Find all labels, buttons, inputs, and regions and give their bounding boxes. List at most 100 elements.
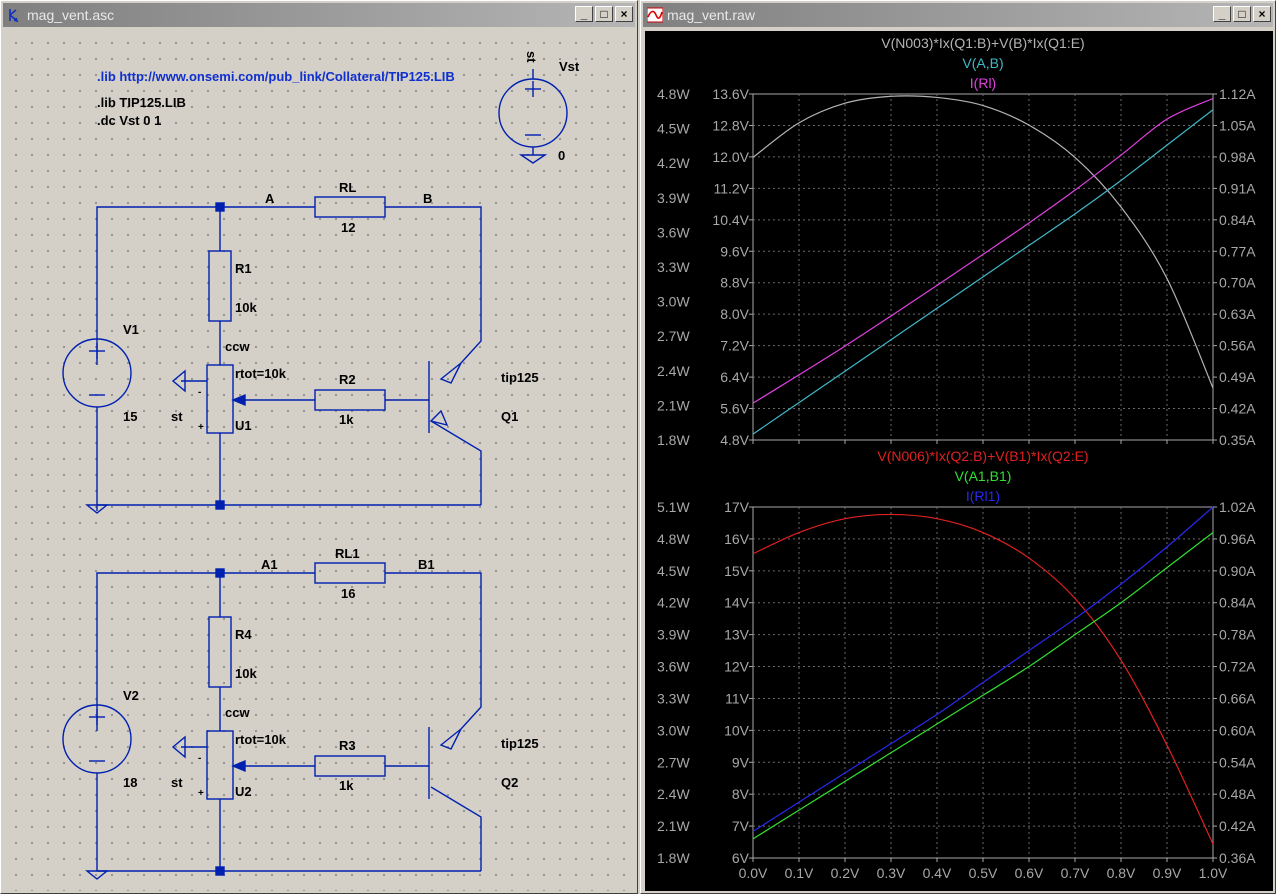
waveform-title: mag_vent.raw: [667, 7, 755, 23]
q1-name: Q1: [501, 409, 518, 424]
r2-name: R2: [339, 372, 356, 387]
y-tick-label-v: 12.0V: [712, 149, 749, 165]
plot-pane-1[interactable]: V(N003)*Ix(Q1:B)+V(B)*Ix(Q1:E) V(A,B) I(Rl…: [657, 35, 1256, 448]
y-tick-label-w: 3.0W: [657, 722, 690, 738]
y-tick-label-v: 16V: [724, 531, 750, 547]
potentiometer-u1[interactable]: [206, 364, 234, 434]
resistor-r3[interactable]: [314, 755, 386, 777]
schematic-title: mag_vent.asc: [27, 7, 115, 23]
y-tick-label-v: 10V: [724, 722, 750, 738]
y-tick-label-v: 12.8V: [712, 117, 749, 133]
vst-source[interactable]: [498, 69, 568, 164]
trace-1-1[interactable]: [752, 95, 1214, 389]
y-tick-label-a: 0.96A: [1219, 531, 1256, 547]
u1-ccw: ccw: [225, 339, 250, 354]
waveform-titlebar[interactable]: mag_vent.raw _ □ ×: [643, 3, 1273, 27]
y-tick-label-v: 13V: [724, 627, 750, 643]
trace-label[interactable]: V(N006)*Ix(Q2:B)+V(B1)*Ix(Q2:E): [877, 448, 1088, 464]
minimize-button[interactable]: _: [1213, 6, 1231, 22]
y-tick-label-w: 1.8W: [657, 432, 690, 448]
plot-area[interactable]: V(N003)*Ix(Q1:B)+V(B)*Ix(Q1:E) V(A,B) I(Rl…: [645, 31, 1273, 891]
trace-label[interactable]: V(A,B): [962, 55, 1003, 71]
y-tick-label-a: 0.60A: [1219, 722, 1256, 738]
v1-name: V1: [123, 322, 139, 337]
node-a1: A1: [261, 557, 278, 572]
resistor-rl1[interactable]: [314, 562, 386, 584]
trace-2-3[interactable]: [752, 506, 1214, 832]
v2-name: V2: [123, 688, 139, 703]
y-tick-label-w: 4.5W: [657, 121, 690, 137]
q1-model: tip125: [501, 370, 539, 385]
potentiometer-u2[interactable]: [206, 730, 234, 800]
y-tick-label-w: 2.1W: [657, 818, 690, 834]
y-tick-label-a: 0.77A: [1219, 243, 1256, 259]
trace-1-2[interactable]: [752, 109, 1214, 435]
y-tick-label-v: 6.4V: [720, 369, 749, 385]
y-tick-label-w: 2.4W: [657, 363, 690, 379]
schematic-drawing: .lib http://www.onsemi.com/pub_link/Coll…: [62, 51, 580, 880]
trace-2-1[interactable]: [752, 513, 1214, 845]
y-tick-label-v: 11V: [725, 690, 750, 706]
y-tick-label-w: 2.1W: [657, 397, 690, 413]
directive-dc[interactable]: .dc Vst 0 1: [97, 113, 161, 128]
x-tick-label: 0.7V: [1061, 865, 1090, 881]
u2-st: st: [171, 775, 183, 790]
y-tick-label-a: 0.84A: [1219, 212, 1256, 228]
v1-value: 15: [123, 409, 137, 424]
vst-name: Vst: [559, 59, 580, 74]
y-tick-label-w: 3.9W: [657, 190, 690, 206]
maximize-button[interactable]: □: [595, 6, 613, 22]
trace-label[interactable]: V(A1,B1): [955, 468, 1012, 484]
svg-text:-: -: [198, 753, 201, 764]
y-tick-label-w: 2.7W: [657, 754, 690, 770]
y-tick-label-a: 1.12A: [1219, 86, 1256, 102]
y-tick-label-a: 0.66A: [1219, 690, 1256, 706]
minimize-button[interactable]: _: [575, 6, 593, 22]
y-tick-label-a: 1.05A: [1219, 117, 1256, 133]
plot-pane-2[interactable]: V(N006)*Ix(Q2:B)+V(B1)*Ix(Q2:E) V(A1,B1) I…: [657, 448, 1256, 881]
schematic-titlebar[interactable]: mag_vent.asc _ □ ×: [3, 3, 635, 27]
node-b: B: [423, 191, 432, 206]
trace-label[interactable]: I(Rl1): [966, 488, 1000, 504]
trace-2-2[interactable]: [752, 532, 1214, 840]
trace-label[interactable]: V(N003)*Ix(Q1:B)+V(B)*Ix(Q1:E): [881, 35, 1084, 51]
q2-model: tip125: [501, 736, 539, 751]
waveform-canvas[interactable]: V(N003)*Ix(Q1:B)+V(B)*Ix(Q1:E) V(A,B) I(Rl…: [645, 31, 1273, 891]
y-tick-label-v: 6V: [732, 850, 750, 866]
trace-1-3[interactable]: [752, 97, 1214, 404]
vst-ground: 0: [558, 148, 565, 163]
maximize-button[interactable]: □: [1233, 6, 1251, 22]
y-tick-label-v: 13.6V: [712, 86, 749, 102]
resistor-r1[interactable]: [208, 250, 232, 322]
x-tick-label: 0.0V: [739, 865, 768, 881]
svg-text:-: -: [198, 387, 201, 398]
directive-lib-url[interactable]: .lib http://www.onsemi.com/pub_link/Coll…: [97, 69, 455, 84]
y-tick-label-v: 8.8V: [720, 275, 749, 291]
y-tick-label-v: 7V: [732, 818, 750, 834]
voltage-source-v2[interactable]: [62, 704, 132, 774]
vst-net: st: [524, 51, 539, 63]
y-tick-label-w: 5.1W: [657, 499, 690, 515]
trace-label[interactable]: I(Rl): [970, 75, 996, 91]
x-tick-label: 0.1V: [785, 865, 814, 881]
y-tick-label-v: 9.6V: [720, 243, 749, 259]
y-tick-label-v: 15V: [724, 563, 750, 579]
y-tick-label-a: 0.42A: [1219, 401, 1256, 417]
resistor-r2[interactable]: [314, 389, 386, 411]
close-button[interactable]: ×: [615, 6, 633, 22]
svg-text:+: +: [198, 788, 204, 799]
close-button[interactable]: ×: [1253, 6, 1271, 22]
directive-lib-file[interactable]: .lib TIP125.LIB: [97, 95, 186, 110]
pot-output-arrow-1: [171, 369, 186, 393]
pot-output-arrow-2: [171, 735, 186, 759]
y-tick-label-v: 4.8V: [720, 432, 749, 448]
resistor-rl[interactable]: [314, 196, 386, 218]
x-tick-label: 0.5V: [969, 865, 998, 881]
r1-value: 10k: [235, 300, 257, 315]
schematic-canvas[interactable]: .lib http://www.onsemi.com/pub_link/Coll…: [5, 31, 635, 891]
resistor-r4[interactable]: [208, 616, 232, 688]
u1-st: st: [171, 409, 183, 424]
node-b1: B1: [418, 557, 435, 572]
y-tick-label-v: 8.0V: [720, 306, 749, 322]
voltage-source-v1[interactable]: [62, 338, 132, 408]
